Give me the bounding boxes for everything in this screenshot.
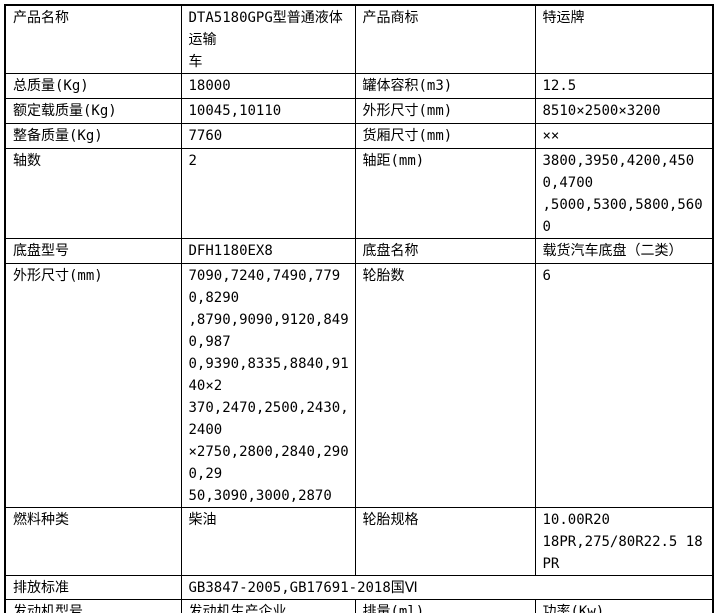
curb-mass-label: 整备质量(Kg) — [4, 123, 182, 149]
tire-spec-value: 10.00R20 18PR,275/80R22.5 18PR — [534, 507, 714, 576]
rated-load-label: 额定载质量(Kg) — [4, 98, 182, 124]
chassis-name-label: 底盘名称 — [354, 238, 536, 264]
chassis-name-value: 载货汽车底盘（二类） — [534, 238, 714, 264]
fuel-type-label: 燃料种类 — [4, 507, 182, 576]
chassis-dims-label: 外形尺寸(mm) — [4, 263, 182, 508]
row-chassis-dims: 外形尺寸(mm) 7090,7240,7490,7790,8290 ,8790,… — [4, 263, 714, 508]
gross-mass-value: 18000 — [180, 73, 356, 99]
product-name-value: DTA5180GPG型普通液体运输 车 — [180, 4, 356, 74]
wheelbase-value: 3800,3950,4200,4500,4700 ,5000,5300,5800… — [534, 148, 714, 239]
row-axle-count: 轴数 2 轴距(mm) 3800,3950,4200,4500,4700 ,50… — [4, 148, 714, 239]
chassis-model-label: 底盘型号 — [4, 238, 182, 264]
axle-count-label: 轴数 — [4, 148, 182, 239]
tire-count-value: 6 — [534, 263, 714, 508]
row-chassis-model: 底盘型号 DFH1180EX8 底盘名称 载货汽车底盘（二类） — [4, 238, 714, 264]
chassis-dims-value: 7090,7240,7490,7790,8290 ,8790,9090,9120… — [180, 263, 356, 508]
engine-power-header: 功率(Kw) — [534, 599, 714, 613]
row-rated-load: 额定载质量(Kg) 10045,10110 外形尺寸(mm) 8510×2500… — [4, 98, 714, 124]
product-name-label: 产品名称 — [4, 4, 182, 74]
fuel-type-value: 柴油 — [180, 507, 356, 576]
gross-mass-label: 总质量(Kg) — [4, 73, 182, 99]
tire-spec-label: 轮胎规格 — [354, 507, 536, 576]
engine-model-header: 发动机型号 — [4, 599, 182, 613]
trademark-value: 特运牌 — [534, 4, 714, 74]
trademark-label: 产品商标 — [354, 4, 536, 74]
tank-volume-label: 罐体容积(m3) — [354, 73, 536, 99]
emission-standard-label: 排放标准 — [4, 575, 182, 600]
row-engine-header: 发动机型号 发动机生产企业 排量(ml) 功率(Kw) — [4, 599, 714, 613]
chassis-model-value: DFH1180EX8 — [180, 238, 356, 264]
overall-dims-value: 8510×2500×3200 — [534, 98, 714, 124]
emission-standard-value: GB3847-2005,GB17691-2018国Ⅵ — [180, 575, 714, 600]
tank-volume-value: 12.5 — [534, 73, 714, 99]
cargo-box-dims-value: ×× — [534, 123, 714, 149]
wheelbase-label: 轴距(mm) — [354, 148, 536, 239]
engine-displacement-header: 排量(ml) — [354, 599, 536, 613]
row-product-name: 产品名称 DTA5180GPG型普通液体运输 车 产品商标 特运牌 — [4, 4, 714, 74]
engine-manufacturer-header: 发动机生产企业 — [180, 599, 356, 613]
axle-count-value: 2 — [180, 148, 356, 239]
rated-load-value: 10045,10110 — [180, 98, 356, 124]
vehicle-spec-table: 产品名称 DTA5180GPG型普通液体运输 车 产品商标 特运牌 总质量(Kg… — [4, 4, 714, 613]
overall-dims-label: 外形尺寸(mm) — [354, 98, 536, 124]
cargo-box-dims-label: 货厢尺寸(mm) — [354, 123, 536, 149]
tire-count-label: 轮胎数 — [354, 263, 536, 508]
row-fuel-type: 燃料种类 柴油 轮胎规格 10.00R20 18PR,275/80R22.5 1… — [4, 507, 714, 576]
curb-mass-value: 7760 — [180, 123, 356, 149]
row-gross-mass: 总质量(Kg) 18000 罐体容积(m3) 12.5 — [4, 73, 714, 99]
row-emission-standard: 排放标准 GB3847-2005,GB17691-2018国Ⅵ — [4, 575, 714, 600]
row-curb-mass: 整备质量(Kg) 7760 货厢尺寸(mm) ×× — [4, 123, 714, 149]
